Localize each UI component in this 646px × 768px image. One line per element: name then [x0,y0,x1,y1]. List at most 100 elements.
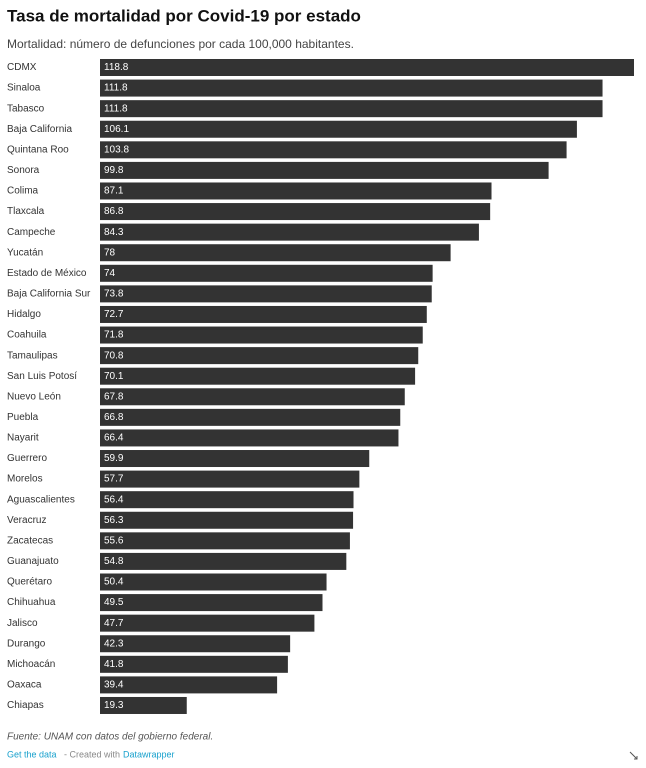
value-label: 78 [104,247,116,258]
bar [100,182,492,200]
category-label: Sonora [7,165,40,176]
get-data-link[interactable]: Get the data [7,749,57,759]
value-label: 72.7 [104,309,124,320]
value-label: 42.3 [104,638,124,649]
bar [100,223,479,241]
value-label: 73.8 [104,289,124,300]
bar [100,408,401,426]
bar [100,532,350,550]
value-label: 54.8 [104,556,124,567]
value-label: 39.4 [104,680,124,691]
bar [100,450,370,468]
bar [100,141,567,159]
resize-icon [629,751,638,760]
category-label: Aguascalientes [7,494,75,505]
value-label: 111.8 [104,83,128,94]
category-label: Nayarit [7,433,39,444]
category-label: Jalisco [7,618,38,629]
bar [100,59,634,76]
category-label: Tabasco [7,103,45,114]
category-label: Chiapas [7,700,44,711]
bar [100,79,603,97]
value-label: 84.3 [104,227,124,238]
bar [100,305,427,323]
bar [100,388,405,406]
value-label: 70.8 [104,350,124,361]
category-label: CDMX [7,62,37,73]
value-label: 50.4 [104,577,124,588]
bar [100,470,360,488]
bar [100,347,419,365]
bar [100,655,288,673]
bar [100,161,549,179]
category-label: Puebla [7,412,39,423]
category-label: Michoacán [7,659,55,670]
category-label: Baja California Sur [7,289,91,300]
source-note: Fuente: UNAM con datos del gobierno fede… [7,732,213,743]
value-label: 86.8 [104,206,124,217]
category-label: Guerrero [7,453,47,464]
value-label: 47.7 [104,618,124,629]
bar [100,511,354,529]
category-label: Yucatán [7,247,43,258]
value-label: 59.9 [104,453,124,464]
bar [100,244,451,262]
bar [100,429,399,447]
value-label: 56.4 [104,494,124,505]
value-label: 118.8 [104,62,129,73]
category-label: Campeche [7,227,56,238]
value-label: 111.8 [104,103,128,114]
bar [100,367,416,385]
value-label: 87.1 [104,186,124,197]
category-label: Estado de México [7,268,87,279]
category-label: San Luis Potosí [7,371,77,382]
value-label: 103.8 [104,144,129,155]
bar [100,614,315,632]
category-label: Chihuahua [7,597,56,608]
value-label: 70.1 [104,371,124,382]
category-label: Quintana Roo [7,144,69,155]
bar [100,100,603,118]
value-label: 19.3 [104,700,124,711]
category-label: Tamaulipas [7,350,58,361]
category-label: Baja California [7,124,72,135]
bar [100,120,577,138]
value-label: 67.8 [104,391,124,402]
category-label: Veracruz [7,515,46,526]
category-label: Oaxaca [7,680,42,691]
bar [100,491,354,509]
value-label: 66.4 [104,433,124,444]
credit-link[interactable]: Datawrapper [123,749,175,759]
value-label: 106.1 [104,124,129,135]
category-label: Coahuila [7,330,47,341]
bar [100,203,491,221]
bar [100,326,423,344]
bar [100,573,327,591]
category-label: Morelos [7,474,43,485]
value-label: 49.5 [104,597,124,608]
value-label: 71.8 [104,330,124,341]
bar [100,676,278,694]
bar [100,552,347,570]
value-label: 57.7 [104,474,124,485]
category-label: Tlaxcala [7,206,45,217]
value-label: 41.8 [104,659,124,670]
category-label: Sinaloa [7,83,41,94]
value-label: 99.8 [104,165,124,176]
chart-subtitle: Mortalidad: número de defunciones por ca… [7,37,354,51]
bar [100,285,432,303]
category-label: Guanajuato [7,556,59,567]
value-label: 74 [104,268,116,279]
created-with: - Created with [64,749,120,759]
value-label: 56.3 [104,515,124,526]
bar [100,264,433,282]
bar [100,696,187,714]
category-label: Querétaro [7,577,52,588]
chart-title: Tasa de mortalidad por Covid-19 por esta… [7,6,361,25]
value-label: 66.8 [104,412,124,423]
category-label: Durango [7,638,46,649]
bar [100,594,323,612]
value-label: 55.6 [104,535,124,546]
category-label: Colima [7,186,39,197]
